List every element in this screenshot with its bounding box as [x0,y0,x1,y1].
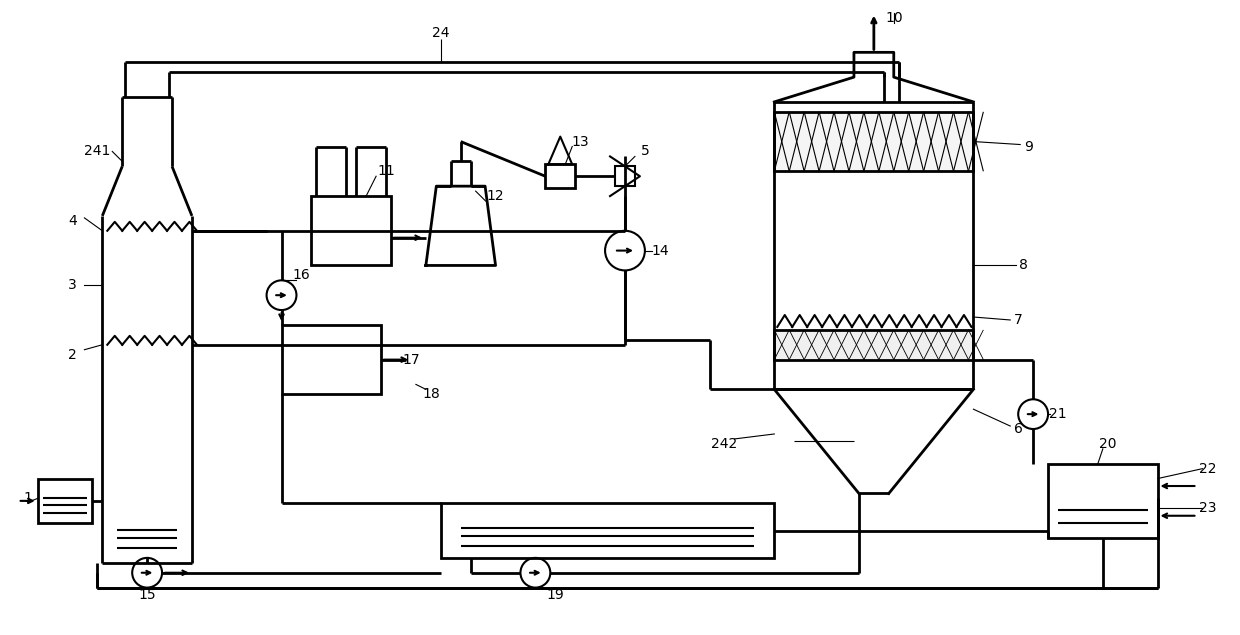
Text: 18: 18 [422,387,440,401]
Bar [1048,464,1158,538]
Bar [774,112,973,171]
Text: 14: 14 [651,244,668,258]
Text: 22: 22 [1199,462,1216,476]
Bar [546,164,575,188]
Text: 1: 1 [24,491,32,505]
Bar [281,325,381,394]
Text: 242: 242 [712,437,738,451]
Text: 17: 17 [402,352,420,366]
Text: 4: 4 [68,214,77,228]
Text: 15: 15 [139,587,156,601]
Text: 5: 5 [641,145,650,159]
Text: 6: 6 [1014,422,1023,436]
Bar [774,330,973,359]
Text: 24: 24 [432,25,450,39]
Text: 23: 23 [1199,501,1216,516]
Text: 3: 3 [68,278,77,292]
Text: 19: 19 [547,587,564,601]
Bar [440,504,774,558]
Text: 16: 16 [293,269,310,283]
Bar [615,166,635,186]
Text: 7: 7 [1014,313,1023,327]
Bar [37,479,92,523]
Text: 241: 241 [84,145,110,159]
Text: 21: 21 [1049,407,1066,421]
Text: 11: 11 [377,164,394,178]
Text: 10: 10 [885,11,903,25]
Text: 9: 9 [1024,140,1033,154]
Text: 12: 12 [487,189,505,203]
Text: 20: 20 [1099,437,1116,451]
Text: 2: 2 [68,348,77,362]
Text: 13: 13 [572,135,589,149]
Text: 8: 8 [1019,258,1028,272]
Bar [311,196,391,265]
